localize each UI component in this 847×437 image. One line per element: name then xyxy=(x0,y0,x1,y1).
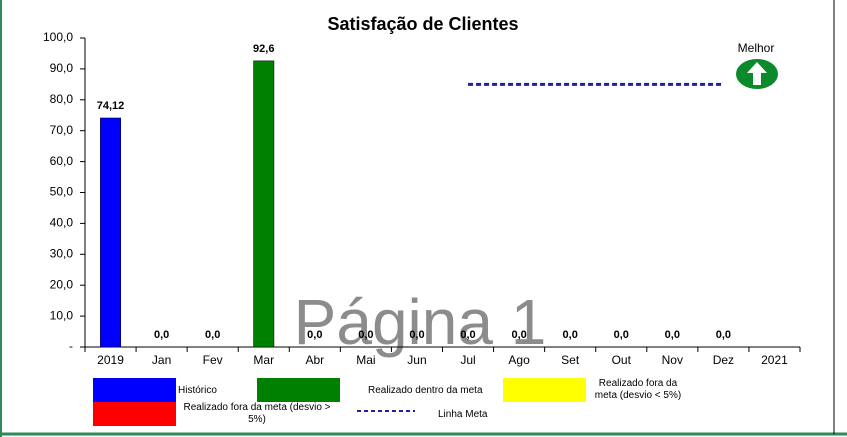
x-tick-label: 2021 xyxy=(761,353,788,367)
value-label: 0,0 xyxy=(665,329,680,341)
bar xyxy=(100,117,121,348)
legend-label: Histórico xyxy=(178,385,217,396)
x-tick-label: Jun xyxy=(407,353,426,367)
value-label: 0,0 xyxy=(511,329,526,341)
value-label: 0,0 xyxy=(307,329,322,341)
y-tick-label: 100,0 xyxy=(43,30,73,44)
x-tick-label: Abr xyxy=(305,353,324,367)
x-tick-label: Out xyxy=(612,353,632,367)
value-label: 0,0 xyxy=(563,329,578,341)
y-tick-label: 50,0 xyxy=(50,185,74,199)
value-label: 74,12 xyxy=(97,100,125,112)
y-tick-label: 90,0 xyxy=(50,61,74,75)
value-label: 0,0 xyxy=(409,329,424,341)
y-tick-label: 80,0 xyxy=(50,92,74,106)
x-tick-label: 2019 xyxy=(97,353,124,367)
legend-label: Realizado fora da meta (desvio > 5%) xyxy=(183,402,331,425)
legend-swatch xyxy=(93,378,176,402)
bar xyxy=(253,60,275,348)
x-tick-label: Jul xyxy=(460,353,475,367)
y-tick-label: 60,0 xyxy=(50,154,74,168)
x-tick-label: Dez xyxy=(713,353,734,367)
legend-swatch xyxy=(503,378,586,402)
value-label: 0,0 xyxy=(716,329,731,341)
x-tick-label: Ago xyxy=(508,353,530,367)
value-label: 0,0 xyxy=(460,329,475,341)
chart-title: Satisfação de Clientes xyxy=(327,14,518,34)
legend-label: Realizado fora da meta (desvio < 5%) xyxy=(594,378,682,401)
watermark: Página 1 xyxy=(294,286,547,358)
y-tick-label: 20,0 xyxy=(50,277,74,291)
legend-label: Linha Meta xyxy=(438,409,488,420)
x-tick-label: Mar xyxy=(253,353,274,367)
x-tick-label: Mai xyxy=(356,353,375,367)
y-tick-label: 10,0 xyxy=(50,308,74,322)
value-label: 0,0 xyxy=(614,329,629,341)
legend-swatch xyxy=(257,378,340,402)
legend-label: Realizado dentro da meta xyxy=(368,385,483,396)
x-tick-label: Set xyxy=(561,353,580,367)
x-tick-label: Jan xyxy=(152,353,171,367)
x-tick-label: Fev xyxy=(203,353,223,367)
legend-swatch xyxy=(93,402,176,426)
y-tick-label: - xyxy=(69,339,73,353)
better-arrow xyxy=(747,62,767,85)
y-tick-label: 40,0 xyxy=(50,216,74,230)
value-label: 92,6 xyxy=(253,43,274,55)
better-label: Melhor xyxy=(738,41,775,55)
x-tick-label: Nov xyxy=(662,353,683,367)
y-tick-label: 30,0 xyxy=(50,246,74,260)
value-label: 0,0 xyxy=(154,329,169,341)
value-label: 0,0 xyxy=(205,329,220,341)
value-label: 0,0 xyxy=(358,329,373,341)
y-tick-label: 70,0 xyxy=(50,123,74,137)
